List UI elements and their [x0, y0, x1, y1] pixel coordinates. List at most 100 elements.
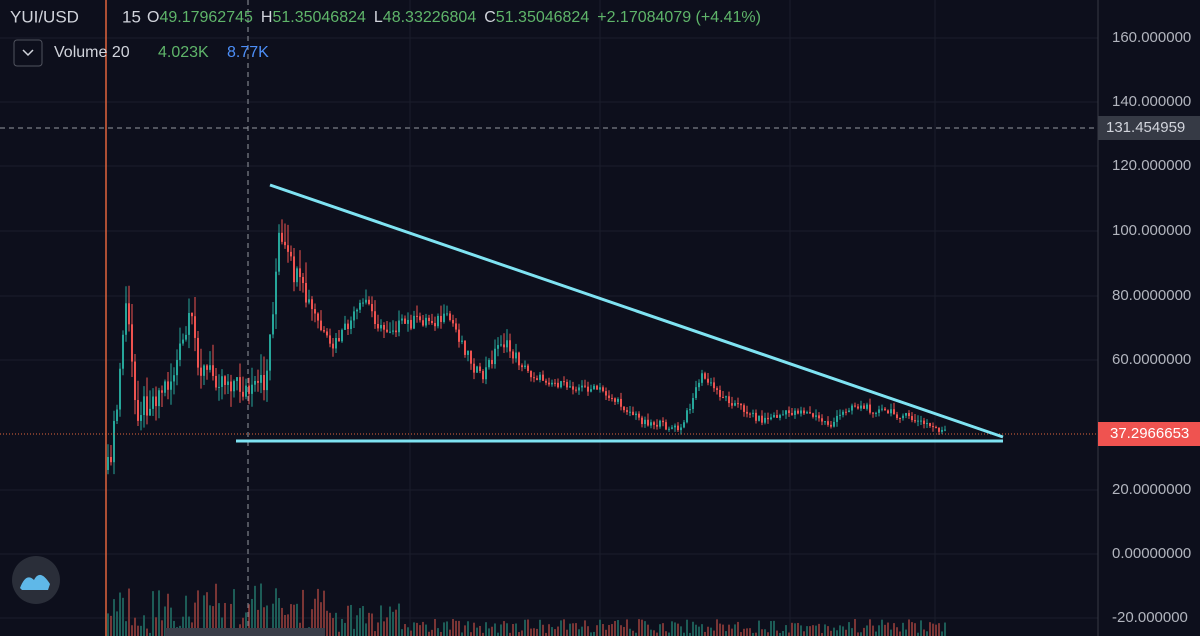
- volume-bar: [464, 625, 466, 636]
- volume-bar: [278, 598, 280, 636]
- candle-body: [434, 323, 436, 327]
- candle-body: [551, 382, 553, 385]
- volume-bar: [860, 632, 862, 636]
- candle-body: [419, 316, 421, 321]
- candle-body: [899, 417, 901, 419]
- volume-bar: [689, 632, 691, 636]
- candle-body: [677, 425, 679, 431]
- candle-body: [440, 315, 442, 322]
- candle-body: [668, 428, 670, 430]
- candle-body: [275, 271, 277, 315]
- candle-body: [230, 381, 232, 392]
- volume-bar: [275, 588, 277, 636]
- candle-body: [215, 375, 217, 388]
- price-tick-label: 120.000000: [1112, 157, 1191, 174]
- volume-bar: [131, 625, 133, 636]
- ohlc-label: C: [484, 9, 496, 26]
- candle-body: [188, 313, 190, 335]
- candle-body: [146, 396, 148, 416]
- volume-bar: [869, 619, 871, 636]
- volume-bar: [182, 616, 184, 636]
- scrollbar[interactable]: [165, 628, 325, 636]
- volume-bar: [284, 614, 286, 636]
- volume-bar: [911, 622, 913, 636]
- candle-body: [233, 381, 235, 392]
- candle-body: [875, 412, 877, 414]
- candle-body: [527, 365, 529, 372]
- volume-bar: [587, 626, 589, 636]
- volume-bar: [557, 626, 559, 636]
- candle-body: [164, 381, 166, 393]
- last-price: 37.2966653: [1110, 425, 1189, 442]
- candle-body: [110, 457, 112, 463]
- collapse-button[interactable]: [13, 39, 43, 67]
- candle-body: [392, 330, 394, 332]
- volume-bar: [842, 626, 844, 636]
- candle-body: [494, 348, 496, 365]
- candle-body: [353, 311, 355, 321]
- volume-bar: [410, 630, 412, 636]
- volume-bar: [764, 629, 766, 636]
- candle-body: [410, 319, 412, 329]
- candle-body: [134, 361, 136, 401]
- candle-body: [425, 317, 427, 326]
- volume-bar: [476, 627, 478, 636]
- volume-bar: [917, 632, 919, 636]
- candle-body: [431, 321, 433, 324]
- candle-body: [641, 417, 643, 425]
- candle-body: [695, 387, 697, 399]
- candle-body: [320, 320, 322, 331]
- candle-body: [713, 382, 715, 389]
- volume-bar: [530, 628, 532, 636]
- ohlc-text: O49.17962745 H51.35046824 L48.33226804 C51.…: [147, 9, 761, 26]
- candle-body: [908, 413, 910, 417]
- volume-bar: [863, 627, 865, 636]
- volume-bar: [143, 615, 145, 636]
- volume-bar: [782, 631, 784, 636]
- candle-body: [203, 365, 205, 376]
- volume-bar: [905, 629, 907, 636]
- candle-body: [707, 378, 709, 383]
- volume-bar: [728, 624, 730, 636]
- candle-body: [770, 417, 772, 420]
- candle-body: [449, 313, 451, 320]
- volume-bar: [659, 624, 661, 636]
- candle-body: [314, 309, 316, 314]
- candle-body: [722, 396, 724, 398]
- candle-body: [836, 415, 838, 422]
- volume-bar: [140, 625, 142, 636]
- candle-body: [815, 415, 817, 417]
- candle-body: [590, 389, 592, 392]
- candle-body: [281, 232, 283, 242]
- candle-body: [686, 410, 688, 423]
- candle-body: [923, 420, 925, 424]
- candle-body: [383, 324, 385, 330]
- price-axis: [1098, 0, 1200, 636]
- volume-bar: [518, 632, 520, 636]
- volume-bar: [938, 623, 940, 636]
- volume-bar: [542, 624, 544, 636]
- price-ticks: 160.000000 140.000000 120.000000 100.000000…: [1112, 29, 1191, 626]
- volume-bar: [494, 623, 496, 636]
- volume-bar: [137, 625, 139, 636]
- volume-bar: [332, 618, 334, 636]
- volume-bar: [482, 632, 484, 636]
- candle-body: [524, 365, 526, 368]
- volume-bar: [353, 628, 355, 636]
- candle-body: [248, 385, 250, 394]
- volume-bar: [296, 603, 298, 636]
- candle-body: [887, 410, 889, 414]
- candle-body: [443, 313, 445, 322]
- candle-body: [167, 381, 169, 390]
- candle-body: [611, 397, 613, 399]
- candle-body: [386, 329, 388, 332]
- candle-body: [224, 376, 226, 385]
- candle-body: [698, 382, 700, 388]
- volume-bar: [152, 591, 154, 636]
- candle-body: [563, 381, 565, 383]
- candle-body: [125, 303, 127, 335]
- candle-body: [731, 403, 733, 406]
- candle-body: [860, 405, 862, 409]
- candle-body: [752, 412, 754, 414]
